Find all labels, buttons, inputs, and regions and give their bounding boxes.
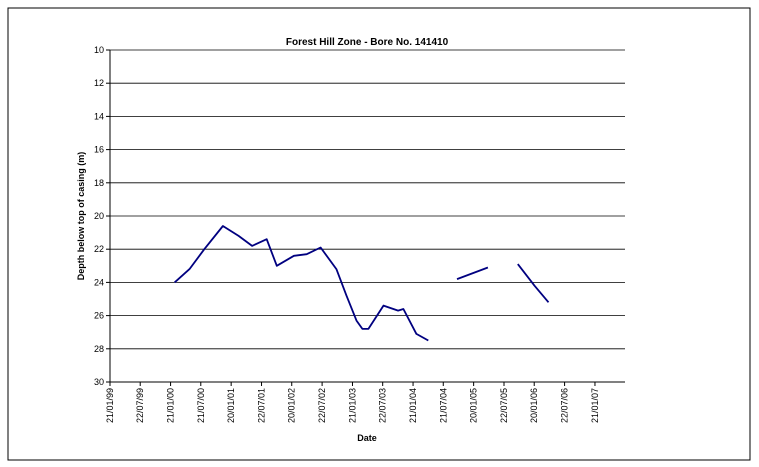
y-tick-label: 12 — [94, 78, 104, 88]
x-tick-label: 21/01/00 — [166, 388, 176, 423]
y-tick-label: 26 — [94, 311, 104, 321]
y-tick-label: 14 — [94, 111, 104, 121]
x-tick-label: 22/07/02 — [317, 388, 327, 423]
data-line — [174, 225, 550, 342]
x-tick-label: 22/07/01 — [257, 388, 267, 423]
x-tick-label: 21/01/03 — [347, 388, 357, 423]
y-tick-label: 16 — [94, 145, 104, 155]
x-tick-label: 21/07/04 — [438, 388, 448, 423]
x-tick-label: 21/01/99 — [105, 388, 115, 423]
x-axis-title: Date — [357, 433, 377, 443]
y-tick-label: 22 — [94, 244, 104, 254]
y-tick-label: 24 — [94, 277, 104, 287]
y-tick-label: 30 — [94, 377, 104, 387]
x-tick-label: 22/07/03 — [378, 388, 388, 423]
y-tick-label: 28 — [94, 344, 104, 354]
x-tick-label: 20/01/06 — [529, 388, 539, 423]
x-tick-label: 21/01/07 — [590, 388, 600, 423]
y-tick-label: 10 — [94, 45, 104, 55]
x-tick-label: 21/01/04 — [408, 388, 418, 423]
y-axis-title: Depth below top of casing (m) — [76, 152, 86, 281]
x-tick-label: 20/01/02 — [287, 388, 297, 423]
chart-title: Forest Hill Zone - Bore No. 141410 — [286, 37, 449, 48]
x-tick-label: 22/07/05 — [499, 388, 509, 423]
x-tick-label: 22/07/06 — [560, 388, 570, 423]
y-tick-label: 18 — [94, 178, 104, 188]
x-tick-label: 21/07/00 — [196, 388, 206, 423]
x-tick-label: 20/01/05 — [469, 388, 479, 423]
y-tick-label: 20 — [94, 211, 104, 221]
x-tick-label: 22/07/99 — [135, 388, 145, 423]
x-tick-label: 20/01/01 — [226, 388, 236, 423]
